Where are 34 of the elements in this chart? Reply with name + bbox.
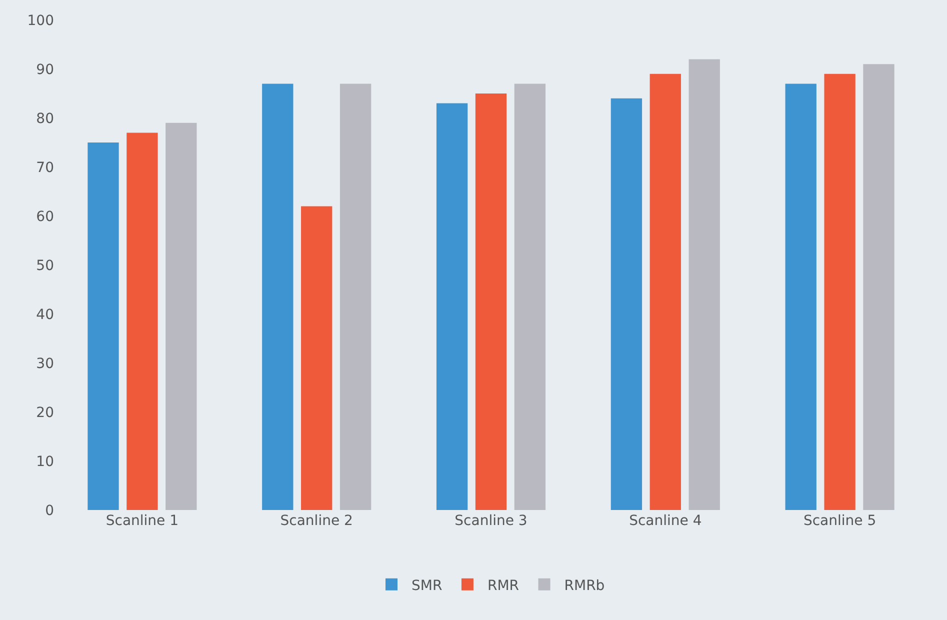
- bar: [514, 84, 546, 510]
- bar: [301, 206, 332, 510]
- bar: [126, 132, 158, 510]
- bar: [475, 94, 507, 510]
- y-tick-label: 0: [45, 502, 54, 519]
- y-tick-label: 60: [36, 208, 54, 225]
- y-tick-label: 10: [36, 454, 54, 470]
- bar: [650, 74, 681, 510]
- y-tick-label: 90: [36, 62, 54, 78]
- legend-label: RMRb: [564, 578, 605, 594]
- x-tick-label: Scanline 3: [454, 513, 528, 529]
- bar: [610, 98, 642, 510]
- x-tick-label: Scanline 1: [106, 513, 179, 529]
- bar: [863, 64, 894, 510]
- bar: [688, 59, 720, 510]
- y-tick-label: 30: [36, 356, 54, 372]
- bar: [88, 142, 119, 510]
- y-tick-label: 50: [36, 258, 54, 274]
- legend-label: RMR: [487, 578, 520, 594]
- y-tick-label: 70: [36, 160, 54, 176]
- y-tick-label: 100: [27, 12, 54, 29]
- y-tick-label: 20: [36, 404, 54, 421]
- bar: [262, 84, 294, 510]
- bar: [785, 84, 816, 510]
- x-tick-label: Scanline 4: [629, 513, 702, 529]
- bar: [436, 103, 468, 510]
- y-tick-label: 40: [36, 306, 54, 323]
- x-tick-label: Scanline 5: [803, 513, 876, 529]
- bar: [824, 74, 856, 510]
- bar: [166, 122, 197, 510]
- legend-label: SMR: [412, 578, 442, 594]
- bar: [340, 84, 372, 510]
- x-tick-label: Scanline 2: [280, 513, 353, 529]
- y-tick-label: 80: [36, 110, 54, 127]
